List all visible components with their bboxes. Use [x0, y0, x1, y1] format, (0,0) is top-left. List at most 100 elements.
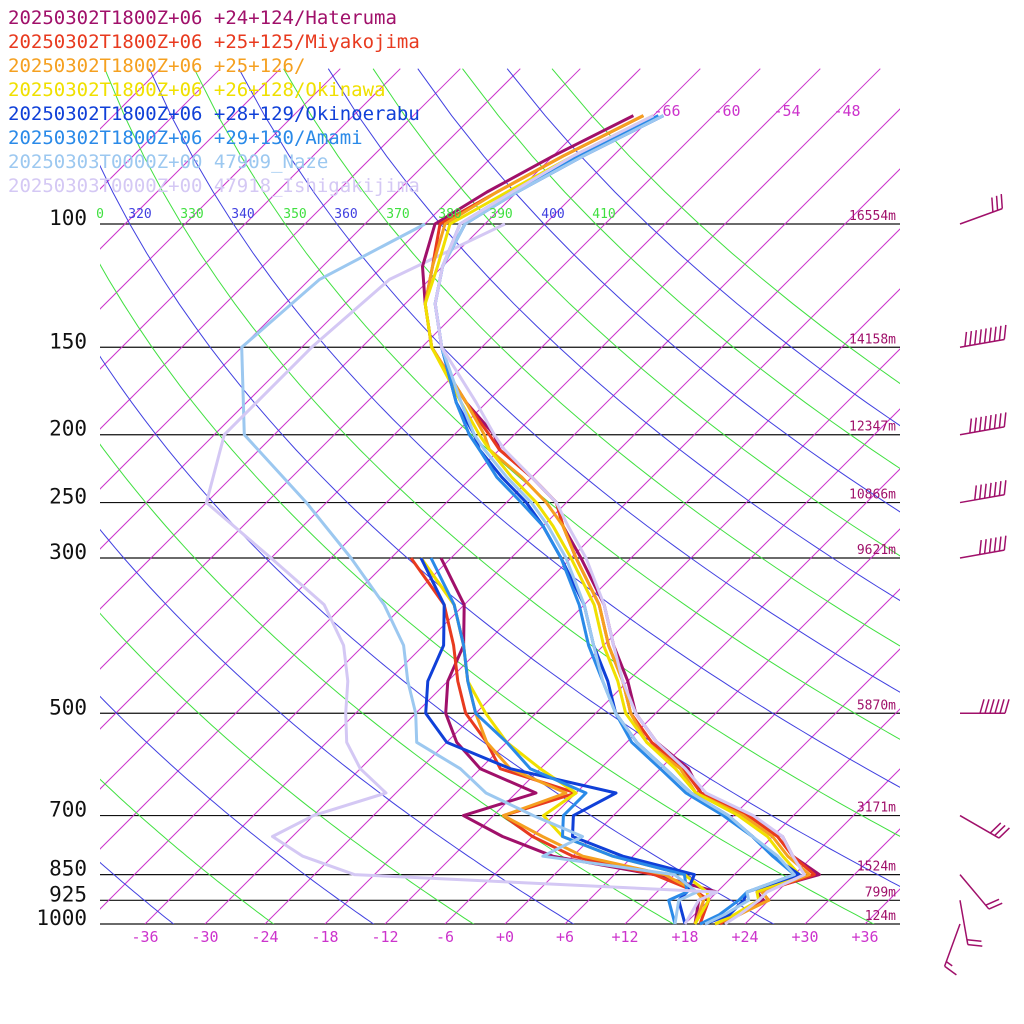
isotherm [324, 348, 900, 924]
height-label: 124m [865, 909, 896, 924]
wind-barb-flag [1003, 535, 1007, 551]
wind-barb [959, 324, 1007, 349]
dry-adiabat [417, 68, 900, 513]
wind-barb-flag [998, 413, 1002, 428]
height-label: 9621m [857, 543, 896, 558]
isotherm-label: -66 [653, 102, 680, 120]
wind-barb-flag [993, 537, 997, 552]
dry-adiabat [327, 68, 900, 602]
wind-barb-flag [998, 481, 1002, 496]
wind-barb [959, 874, 1003, 910]
temperature-tick-label: -30 [191, 928, 218, 946]
wind-barb [959, 900, 983, 947]
wind-barb-staff [959, 814, 1000, 839]
legend-item: 20250302T1800Z+06 +29+130/Amami [8, 127, 363, 149]
legend-item: 20250302T1800Z+06 +25+125/Miyakojima [8, 31, 420, 53]
temperature-tick-label: -6 [436, 928, 454, 946]
dewpoint-line-47918_Ishigakijima [204, 222, 719, 925]
legend-item: 20250303T0000Z+00 47909_Naze [8, 151, 328, 173]
wind-barb [943, 923, 961, 976]
wind-barb-staff [959, 426, 1005, 436]
temperature-tick-label: +18 [671, 928, 698, 946]
wind-barb-flag [983, 328, 987, 344]
temperature-tick-label: +12 [611, 928, 638, 946]
pressure-label: 700 [49, 798, 87, 822]
isotherm [100, 68, 401, 370]
moist-adiabat [100, 778, 275, 924]
temperature-line-Okinawa [423, 114, 801, 926]
dry-adiabat [100, 861, 175, 924]
wind-barb-flag [998, 827, 1010, 839]
wind-barb-flag [974, 417, 978, 433]
isotherm-label: -48 [833, 102, 860, 120]
theta-label: 390 [489, 207, 512, 222]
wind-barb-flag [974, 330, 978, 345]
isotherm [384, 408, 900, 924]
wind-barb-staff [959, 900, 969, 945]
wind-barb [959, 194, 1004, 225]
isotherm [624, 648, 900, 924]
wind-barb-flag [994, 699, 1000, 714]
wind-barb-flag [978, 416, 982, 432]
isotherm-label: -60 [713, 102, 740, 120]
wind-barb [959, 480, 1007, 504]
wind-barb-flag [966, 938, 982, 942]
isotherm [144, 168, 900, 924]
wind-barb-staff [959, 874, 990, 910]
wind-barb-flag [993, 414, 997, 429]
wind-barb-flag [978, 539, 982, 555]
isotherm [684, 708, 900, 924]
wind-barb-flag [964, 331, 968, 347]
isotherm [264, 288, 900, 924]
isotherm [504, 528, 900, 924]
wind-barb-flag [999, 699, 1005, 714]
temperature-tick-label: -24 [251, 928, 278, 946]
temperature-tick-label: +24 [731, 928, 758, 946]
wind-barb-flag [985, 898, 1000, 906]
temperature-tick-label: -18 [311, 928, 338, 946]
theta-label: 330 [180, 207, 203, 222]
temperature-tick-label: -12 [371, 928, 398, 946]
wind-barb-flag [1000, 194, 1004, 209]
temperature-line-47918_Ishigakijima [433, 114, 806, 926]
wind-barb [959, 814, 1010, 839]
wind-barb-half-flag [945, 960, 953, 967]
wind-barb-flag [978, 329, 982, 344]
height-label: 3171m [857, 801, 896, 816]
pressure-label: 300 [49, 540, 87, 564]
isotherm [100, 68, 281, 250]
isotherm [100, 68, 761, 730]
moist-adiabat [283, 68, 900, 647]
isotherm [100, 68, 881, 850]
wind-barb-flag [993, 481, 997, 497]
wind-barb-flag [1003, 480, 1007, 495]
pressure-label: 200 [49, 417, 87, 441]
height-label: 10866m [849, 488, 896, 503]
temperature-tick-label: +6 [556, 928, 574, 946]
axis-labels: 100 16554m 150 14158m 200 12347m 250 10866m 300 9… [36, 102, 896, 946]
isotherms [100, 68, 900, 924]
wind-barb-staff [959, 494, 1005, 504]
theta-label: 350 [283, 207, 306, 222]
height-label: 799m [865, 885, 896, 900]
isotherm [100, 68, 521, 490]
isotherm [444, 468, 900, 924]
theta-label: 410 [592, 207, 615, 222]
pressure-label: 250 [49, 485, 87, 509]
theta-label: 370 [386, 207, 409, 222]
isotherm [204, 228, 900, 924]
wind-barb-flag [944, 965, 957, 976]
legend-item: 20250303T0000Z+00 47918_Ishigakijima [8, 175, 420, 197]
dewpoint-line-47909_Naze [240, 222, 699, 925]
wind-barb-flag [989, 699, 995, 714]
wind-barb [960, 699, 1010, 715]
legend-item: 20250302T1800Z+06 +24+124/Hateruma [8, 7, 397, 29]
wind-barb-flag [983, 483, 987, 499]
pressure-label: 500 [49, 695, 87, 719]
wind-barb-flag [991, 197, 994, 213]
moist-adiabat [193, 68, 900, 740]
dry-adiabat [100, 695, 375, 924]
wind-barb-flag [978, 484, 982, 500]
wind-barb-flag [998, 536, 1002, 552]
wind-barb-flag [988, 902, 1003, 910]
